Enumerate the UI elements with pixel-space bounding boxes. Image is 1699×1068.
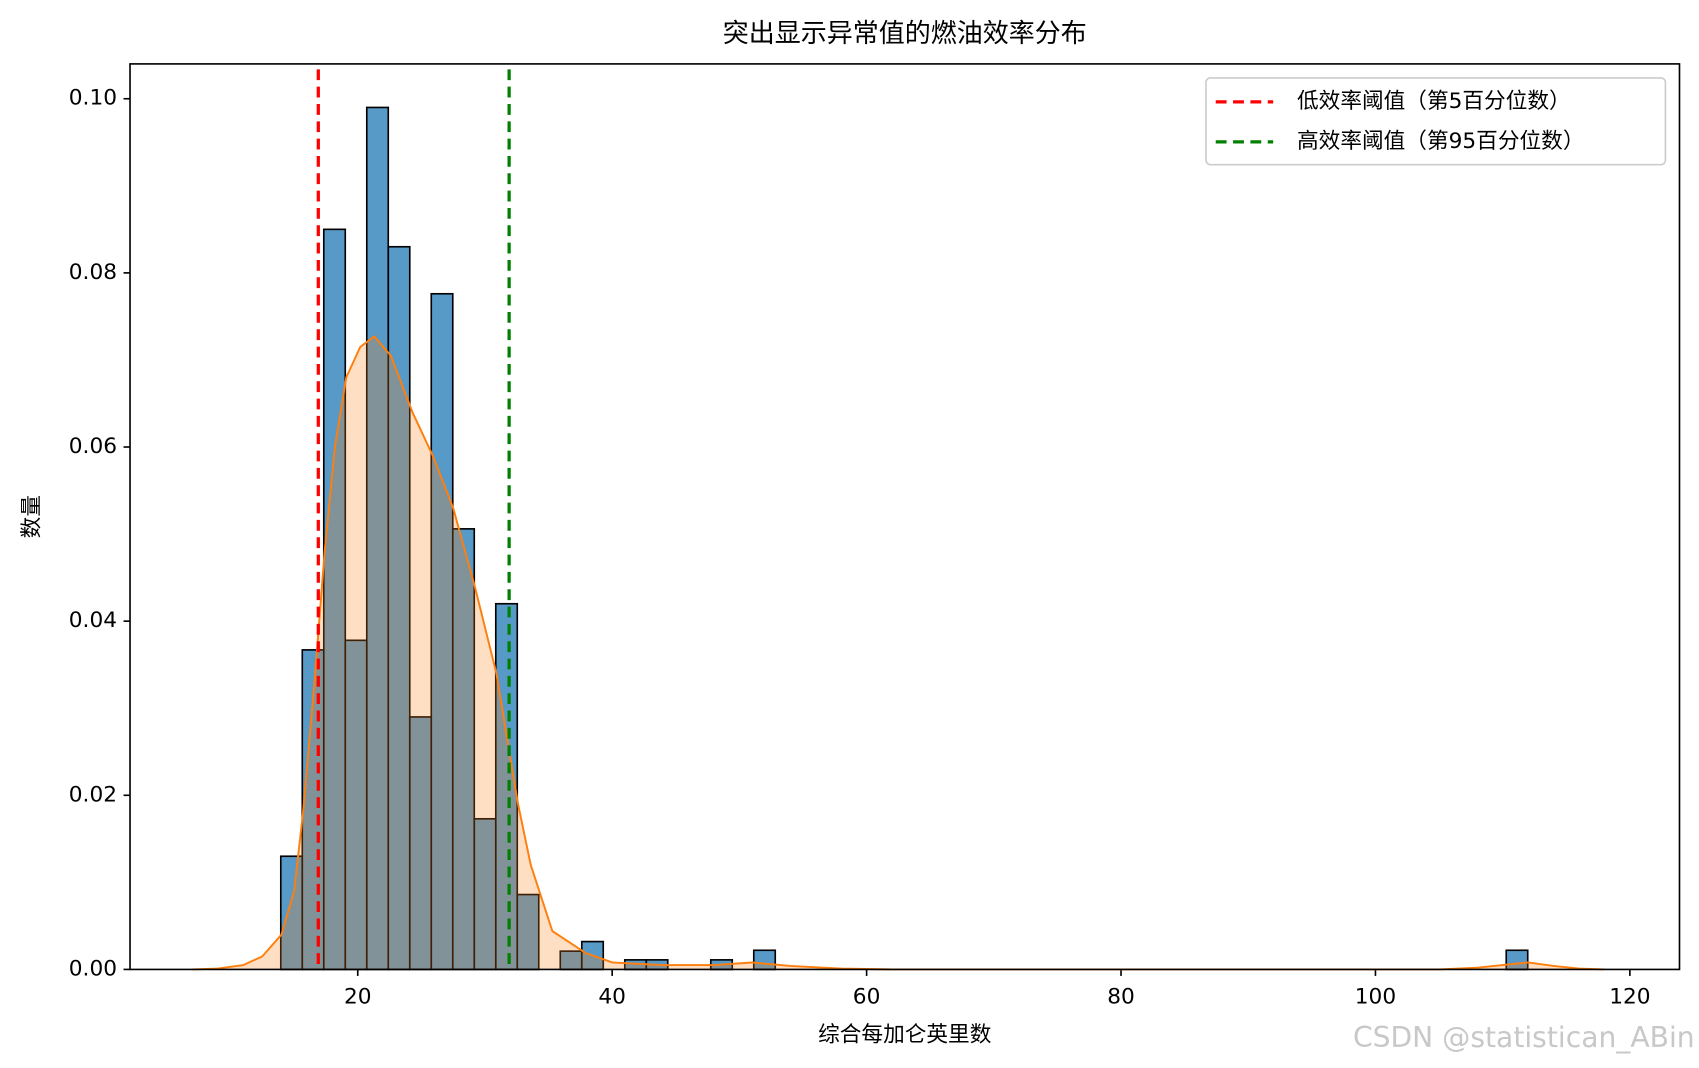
chart-title: 突出显示异常值的燃油效率分布: [723, 19, 1087, 49]
y-tick-label: 0.08: [69, 260, 117, 285]
y-tick-label: 0.00: [69, 956, 117, 981]
x-tick-label: 80: [1107, 985, 1135, 1010]
x-tick-label: 40: [598, 985, 626, 1010]
plot-frame: [129, 63, 1681, 971]
x-tick-label: 120: [1609, 985, 1650, 1010]
x-tick-label: 100: [1355, 985, 1396, 1010]
y-tick-label: 0.10: [69, 86, 117, 111]
y-tick-label: 0.06: [69, 434, 117, 459]
legend-label: 高效率阈值（第95百分位数）: [1297, 129, 1584, 154]
watermark: CSDN @statistican_ABin: [1353, 1021, 1695, 1054]
kde-area: [192, 336, 1605, 970]
y-tick-label: 0.04: [69, 608, 117, 633]
x-tick-label: 20: [344, 985, 372, 1010]
x-tick-label: 60: [853, 985, 881, 1010]
y-axis-label: 数量: [20, 495, 45, 538]
legend-label: 低效率阈值（第5百分位数）: [1297, 89, 1571, 114]
y-tick-label: 0.02: [69, 782, 117, 807]
x-axis-label: 综合每加仑英里数: [818, 1023, 992, 1048]
legend-box: [1205, 77, 1667, 166]
